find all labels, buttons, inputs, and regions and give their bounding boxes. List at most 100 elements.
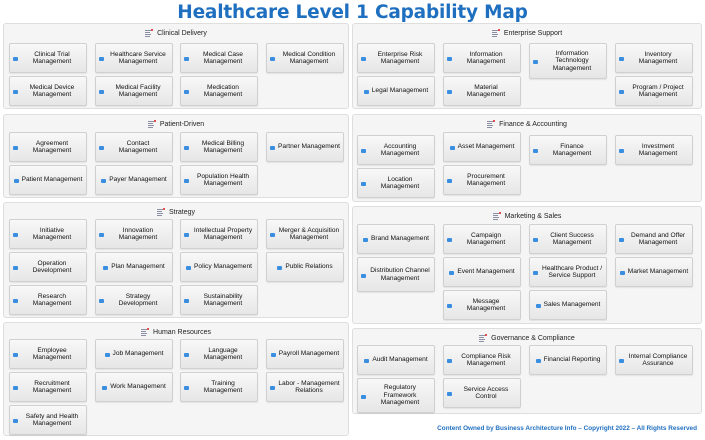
section-title: Finance & Accounting [499,120,567,128]
capability-icon [277,266,283,270]
capability-box[interactable]: Market Management [615,257,693,287]
capability-box[interactable]: Internal Compliance Assurance [615,345,693,375]
capability-box[interactable]: Partner Management [266,132,344,162]
capability-box[interactable]: Safety and Health Management [9,405,87,435]
capability-box[interactable]: Agreement Management [9,132,87,162]
capability-box[interactable]: Plan Management [95,252,173,282]
capability-icon [13,353,18,357]
capability-box[interactable]: Research Management [9,285,87,315]
section-title: Enterprise Support [503,29,563,37]
capability-icon [99,299,104,303]
capability-box[interactable]: Enterprise Risk Management [357,43,435,73]
capability-box[interactable]: Operation Development [9,252,87,282]
capability-icon [619,238,624,242]
capability-box[interactable]: Location Management [357,168,435,198]
capability-box[interactable]: Distribution Channel Management [357,257,435,292]
capability-box[interactable]: Payer Management [95,165,173,195]
capability-box[interactable]: Asset Management [443,132,521,162]
capability-icon [99,146,104,150]
capability-box[interactable]: Demand and Offer Management [615,224,693,254]
capability-box[interactable]: Accounting Management [357,135,435,165]
capability-box[interactable]: Intellectual Property Management [180,219,258,249]
capability-box[interactable]: Event Management [443,257,521,287]
capability-box[interactable]: Procurement Management [443,165,521,195]
capability-box[interactable]: Merger & Acquisition Management [266,219,344,249]
capability-icon [447,238,452,242]
capability-box[interactable]: Audit Management [357,345,435,375]
page-title: Healthcare Level 1 Capability Map [177,2,528,23]
capability-icon [184,233,189,237]
capability-box[interactable]: Regulatory Framework Management [357,378,435,413]
capability-icon [103,266,109,270]
capability-box[interactable]: Inventory Management [615,43,693,73]
capability-box[interactable]: Initiative Management [9,219,87,249]
capability-icon [13,57,18,61]
capability-box[interactable]: Public Relations [266,252,344,282]
capability-box[interactable]: Job Management [95,339,173,369]
capability-icon [619,90,624,94]
section-patient-driven: Patient-Driven Agreement Management Cont… [3,114,349,198]
section-clinical-delivery: Clinical Delivery Clinical Trial Managem… [3,23,349,109]
capability-box[interactable]: Legal Management [357,76,435,106]
capability-box[interactable]: Program / Project Management [615,76,693,106]
capability-box[interactable]: Patient Management [9,165,87,195]
capability-box[interactable]: Material Management [443,76,521,106]
capability-icon [270,146,276,150]
capability-box[interactable]: Medical Facility Management [95,76,173,106]
capability-box[interactable]: Financial Reporting [529,345,607,375]
capability-icon [535,359,541,363]
capability-icon [13,299,18,303]
capability-box[interactable]: Medication Management [180,76,258,106]
capability-box[interactable]: Payroll Management [266,339,344,369]
capability-box[interactable]: Medical Condition Management [266,43,344,73]
capability-box[interactable]: Finance Management [529,135,607,165]
capability-box[interactable]: Information Management [443,43,521,73]
capability-box[interactable]: Population Health Management [180,165,258,195]
section-strategy: Strategy Initiative Management Innovatio… [3,202,349,318]
capability-box[interactable]: Medical Billing Management [180,132,258,162]
capability-box[interactable]: Service Access Control [443,378,521,408]
capability-box[interactable]: Brand Management [357,224,435,254]
capability-icon [184,353,189,357]
capability-icon [619,149,624,153]
capability-box[interactable]: Medical Case Management [180,43,258,73]
capability-icon [449,146,455,150]
capability-icon [619,57,624,61]
capability-icon [361,394,366,399]
capability-box[interactable]: Training Management [180,372,258,402]
capability-box[interactable]: Healthcare Product / Service Support [529,257,607,287]
capability-box[interactable]: Compliance Risk Management [443,345,521,375]
capability-box[interactable]: Employee Management [9,339,87,369]
capability-box[interactable]: Work Management [95,372,173,402]
capability-box[interactable]: Clinical Trial Management [9,43,87,73]
capability-box[interactable]: Medical Device Management [9,76,87,106]
capability-box[interactable]: Language Management [180,339,258,369]
capability-box[interactable]: Strategy Development [95,285,173,315]
capability-box[interactable]: Investment Management [615,135,693,165]
capability-box[interactable]: Message Management [443,290,521,320]
capability-icon [447,304,452,308]
section-finance-accounting: Finance & Accounting Accounting Manageme… [352,114,702,202]
capability-icon [186,266,192,270]
capability-icon [99,90,104,94]
capability-box[interactable]: Contact Management [95,132,173,162]
capability-box[interactable]: Innovation Management [95,219,173,249]
capability-box[interactable]: Policy Management [180,252,258,282]
section-enterprise-support: Enterprise Support Enterprise Risk Manag… [352,23,702,109]
capability-icon [102,386,108,390]
capability-icon [364,359,370,363]
capability-icon [533,60,538,64]
section-title: Human Resources [153,328,211,336]
capability-icon [270,233,275,237]
capability-box[interactable]: Sustainability Management [180,285,258,315]
capability-box[interactable]: Healthcare Service Management [95,43,173,73]
capability-box[interactable]: Information Technology Management [529,43,607,79]
section-human-resources: Human Resources Employee Management Job … [3,322,349,436]
capability-box[interactable]: Sales Management [529,290,607,320]
capability-icon [447,359,452,363]
capability-box[interactable]: Recruitment Management [9,372,87,402]
capability-box[interactable]: Client Success Management [529,224,607,254]
section-title: Governance & Compliance [491,334,575,342]
capability-box[interactable]: Labor - Management Relations [266,372,344,402]
capability-box[interactable]: Campaign Management [443,224,521,254]
